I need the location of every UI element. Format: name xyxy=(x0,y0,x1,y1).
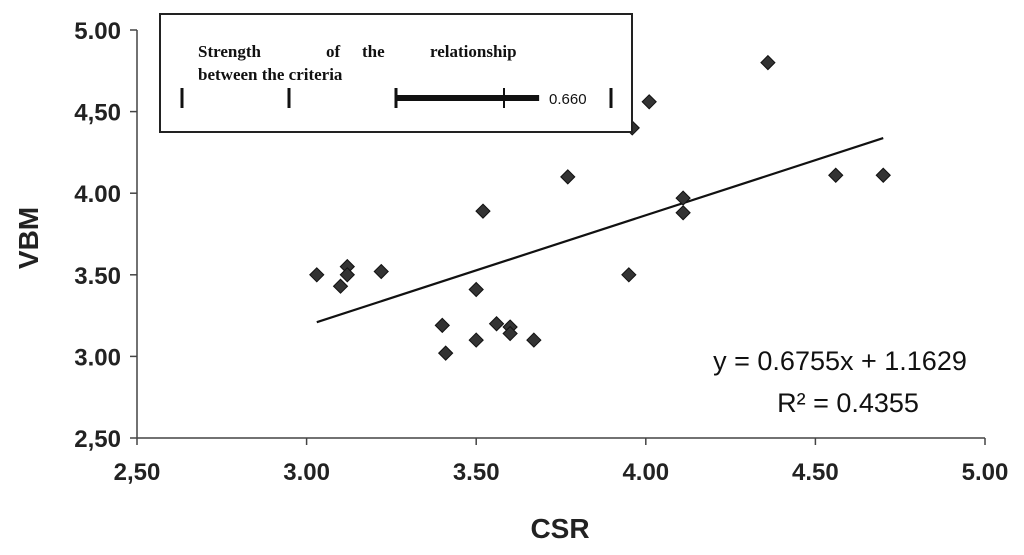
data-point xyxy=(526,332,542,348)
axes xyxy=(136,30,985,439)
data-point xyxy=(760,54,776,71)
data-point xyxy=(621,267,637,283)
legend-word-2: of xyxy=(326,42,341,61)
y-tick-label: 3.50 xyxy=(74,263,121,290)
strength-scale: 0.660 xyxy=(180,88,613,108)
legend-frame xyxy=(159,13,633,133)
data-point xyxy=(468,281,484,298)
legend-box: Strength of the relationship between the… xyxy=(159,13,633,133)
x-tick-label: 2,50 xyxy=(114,459,161,486)
y-tick-label: 3.00 xyxy=(74,344,121,371)
data-point xyxy=(641,94,657,110)
x-tick-label: 3.50 xyxy=(453,459,500,486)
data-point xyxy=(434,317,450,334)
data-point xyxy=(560,169,576,185)
data-points xyxy=(309,54,891,361)
data-point xyxy=(437,345,454,361)
legend-word-1: Strength xyxy=(198,42,262,61)
y-tick-label: 4,50 xyxy=(74,100,121,127)
r-squared-label: R² = 0.4355 xyxy=(777,388,919,418)
y-tick-label: 5.00 xyxy=(74,18,121,45)
data-point xyxy=(875,167,891,183)
data-point xyxy=(828,167,844,183)
data-point xyxy=(339,267,356,283)
data-point xyxy=(332,278,349,294)
x-tick-label: 4.50 xyxy=(792,459,839,486)
y-tick-label: 4.00 xyxy=(74,181,121,208)
data-point xyxy=(309,267,325,283)
data-point xyxy=(475,203,491,219)
x-tick-label: 3.00 xyxy=(283,459,330,486)
data-point xyxy=(468,332,484,348)
x-tick-label: 5.00 xyxy=(962,459,1009,486)
legend-word-3: the xyxy=(362,42,385,61)
data-point xyxy=(675,205,691,221)
x-axis-label: CSR xyxy=(530,513,589,544)
data-point xyxy=(502,325,518,342)
y-tick-label: 2,50 xyxy=(74,426,121,453)
data-point xyxy=(373,263,389,280)
data-point xyxy=(675,190,691,206)
y-axis-label: VBM xyxy=(13,207,44,269)
tick-group: 2,50 3.00 3.50 4.00 4.50 5.00 2,50 3.00 3.50 4.00… xyxy=(74,18,1008,486)
x-tick-label: 4.00 xyxy=(622,459,669,486)
legend-word-4: relationship xyxy=(430,42,517,61)
data-point xyxy=(488,316,505,332)
regression-equation: y = 0.6755x + 1.1629 xyxy=(713,346,967,376)
legend-line-2: between the criteria xyxy=(198,65,343,84)
strength-value: 0.660 xyxy=(549,91,587,108)
trendline xyxy=(316,137,884,324)
